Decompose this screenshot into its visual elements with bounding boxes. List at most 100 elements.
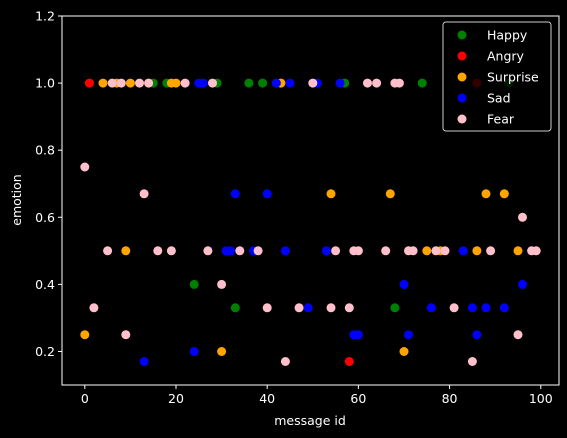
point-sad-24 — [481, 303, 491, 313]
point-sad-19 — [404, 330, 413, 340]
point-surprise-3 — [121, 246, 131, 256]
data-points — [80, 78, 541, 366]
point-happy-2 — [189, 279, 199, 289]
point-surprise-11 — [399, 347, 409, 356]
point-fear-32 — [408, 246, 418, 256]
legend-frame — [442, 21, 552, 132]
point-fear-22 — [331, 246, 341, 256]
point-surprise-9 — [326, 189, 336, 199]
x-tick-label: 40 — [259, 391, 275, 406]
point-fear-25 — [353, 246, 363, 256]
point-happy-5 — [244, 78, 254, 88]
point-surprise-17 — [513, 246, 523, 256]
point-sad-0 — [139, 357, 149, 366]
point-sad-25 — [499, 303, 509, 313]
point-sad-11 — [285, 78, 295, 88]
x-tick-label: 20 — [168, 391, 184, 406]
point-sad-3 — [198, 78, 208, 88]
legend-marker-happy — [457, 30, 467, 40]
point-fear-41 — [531, 246, 541, 256]
point-fear-11 — [180, 78, 190, 88]
point-sad-22 — [467, 303, 477, 313]
point-fear-3 — [107, 78, 117, 88]
point-fear-37 — [486, 246, 496, 256]
point-sad-23 — [472, 330, 482, 340]
point-fear-27 — [372, 78, 382, 88]
point-fear-18 — [280, 357, 290, 366]
point-sad-5 — [226, 246, 236, 256]
point-fear-20 — [308, 78, 318, 88]
point-surprise-10 — [385, 189, 395, 199]
legend-marker-angry — [457, 51, 467, 61]
point-fear-4 — [116, 78, 126, 88]
point-sad-14 — [322, 246, 331, 256]
point-surprise-12 — [422, 246, 432, 256]
x-tick-label: 100 — [529, 391, 553, 406]
x-axis-label: message id — [274, 413, 346, 428]
point-fear-17 — [262, 303, 272, 313]
point-surprise-15 — [481, 189, 491, 199]
x-tick-label: 80 — [442, 391, 458, 406]
legend-label-angry: Angry — [487, 49, 525, 64]
point-fear-13 — [208, 78, 217, 88]
point-fear-36 — [467, 357, 477, 366]
y-axis-label: emotion — [9, 174, 24, 225]
point-sad-9 — [271, 78, 281, 88]
point-fear-8 — [144, 78, 154, 88]
point-angry-3 — [344, 357, 354, 366]
point-fear-23 — [344, 303, 354, 313]
point-fear-15 — [235, 246, 245, 256]
point-fear-19 — [294, 303, 304, 313]
point-sad-17 — [353, 330, 363, 340]
point-fear-5 — [121, 330, 131, 340]
point-fear-10 — [166, 246, 176, 256]
point-surprise-1 — [98, 78, 108, 88]
y-tick-label: 1.0 — [35, 76, 55, 91]
point-fear-6 — [135, 78, 144, 88]
point-happy-8 — [390, 303, 400, 313]
point-sad-15 — [335, 78, 345, 88]
point-fear-2 — [103, 246, 113, 256]
point-fear-14 — [217, 279, 227, 289]
point-fear-28 — [381, 246, 391, 256]
legend-marker-sad — [457, 93, 467, 103]
point-surprise-16 — [499, 189, 509, 199]
point-sad-10 — [280, 246, 290, 256]
point-happy-4 — [230, 303, 240, 313]
point-angry-0 — [84, 78, 94, 88]
point-fear-34 — [440, 246, 450, 256]
legend-label-fear: Fear — [487, 112, 515, 127]
point-surprise-4 — [125, 78, 135, 88]
point-sad-20 — [426, 303, 436, 313]
point-fear-0 — [80, 162, 90, 172]
point-fear-30 — [394, 78, 404, 88]
legend-marker-fear — [457, 114, 467, 124]
legend-marker-surprise — [457, 72, 467, 82]
legend-label-happy: Happy — [487, 28, 528, 43]
point-fear-16 — [253, 246, 263, 256]
y-tick-label: 0.4 — [35, 277, 55, 292]
point-fear-1 — [89, 303, 99, 313]
point-sad-6 — [230, 189, 240, 199]
point-fear-38 — [513, 330, 523, 340]
point-happy-9 — [417, 78, 427, 88]
point-fear-9 — [153, 246, 163, 256]
point-fear-33 — [431, 246, 441, 256]
point-happy-6 — [258, 78, 268, 88]
point-surprise-0 — [80, 330, 90, 340]
x-axis-ticks: 0 20 40 60 80 100 — [81, 385, 553, 406]
legend: Happy Angry Surprise Sad Fear — [442, 21, 552, 132]
y-axis-ticks: 0.2 0.4 0.6 0.8 1.0 1.2 — [35, 9, 62, 359]
point-sad-21 — [458, 246, 468, 256]
point-sad-8 — [262, 189, 272, 199]
y-tick-label: 0.2 — [35, 344, 55, 359]
y-tick-label: 0.6 — [35, 210, 55, 225]
point-fear-26 — [363, 78, 372, 88]
y-tick-label: 1.2 — [35, 9, 55, 24]
point-sad-12 — [303, 303, 313, 313]
point-surprise-7 — [217, 347, 227, 356]
legend-label-surprise: Surprise — [487, 70, 539, 85]
point-sad-18 — [399, 279, 409, 289]
x-tick-label: 0 — [81, 391, 89, 406]
